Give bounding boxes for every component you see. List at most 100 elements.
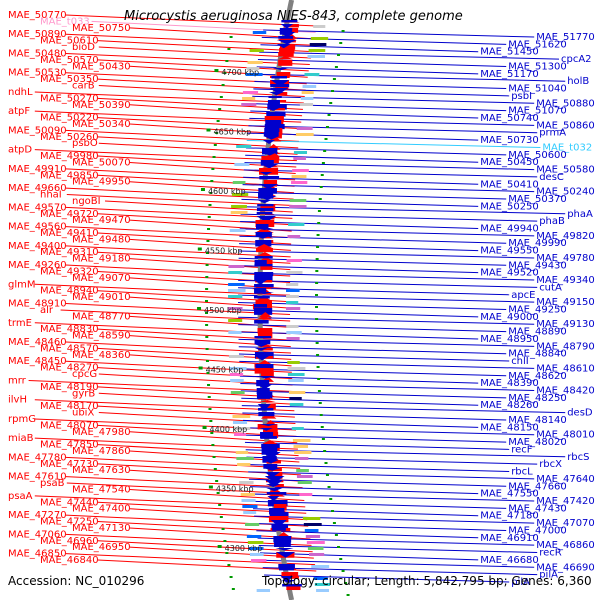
gene-label-left: MAE_47440 — [40, 497, 99, 508]
label-connector — [257, 537, 535, 546]
reverse-gene — [271, 76, 287, 79]
cog-block — [256, 589, 271, 592]
reverse-gene — [258, 408, 274, 411]
tick-mark — [339, 42, 343, 44]
label-connector — [238, 346, 507, 355]
ruler-label: 4700 kbp — [221, 68, 259, 77]
gene-label-left: MAE_46840 — [40, 555, 99, 566]
tick-mark — [344, 582, 348, 584]
gene-label-left: MAE_49470 — [72, 215, 131, 226]
label-connector — [34, 437, 298, 450]
tick-mark — [218, 108, 222, 110]
gene-label-left: MAE_47060 — [8, 529, 67, 540]
gene-label-right: MAE_47420 — [536, 496, 595, 507]
gene-label-left: MAE_49010 — [72, 292, 131, 303]
label-connector — [34, 495, 306, 508]
gene-label-right: MAE_50250 — [480, 201, 539, 212]
reverse-gene — [254, 260, 267, 265]
cog-block — [242, 97, 256, 100]
tick-mark — [334, 534, 338, 536]
cog-block — [228, 307, 243, 310]
cog-block — [248, 547, 264, 550]
label-connector — [240, 220, 479, 229]
gene-label-right: MAE_50880 — [536, 98, 595, 109]
tick-mark — [207, 228, 211, 230]
cog-block — [299, 103, 314, 106]
reverse-gene — [274, 544, 294, 547]
gene-label-left: atpD — [8, 145, 32, 156]
gene-label-left: psaB — [40, 478, 65, 489]
reverse-gene — [258, 412, 275, 417]
tick-mark — [329, 102, 333, 104]
cog-block — [229, 367, 247, 370]
label-connector — [238, 272, 535, 281]
gene-label-right: MAE_46690 — [536, 562, 595, 573]
reverse-gene — [257, 196, 277, 201]
forward-gene — [255, 296, 273, 302]
forward-gene — [258, 400, 276, 403]
tick-mark — [323, 450, 327, 452]
gene-label-right: phaA — [567, 209, 593, 220]
gene-label-left: MAE_49980 — [40, 151, 99, 162]
label-connector — [238, 279, 538, 288]
cog-block — [307, 547, 324, 550]
label-connector — [248, 125, 538, 134]
cog-block — [308, 49, 326, 52]
label-connector — [238, 257, 507, 266]
gene-label-right: MAE_51450 — [480, 47, 539, 58]
label-connector — [246, 456, 538, 465]
cog-block — [291, 175, 307, 178]
cog-block — [306, 541, 325, 544]
gene-label-right: rbcX — [539, 459, 562, 470]
reverse-gene — [256, 208, 274, 212]
reverse-gene — [281, 580, 296, 584]
ruler-label: 4450 kbp — [206, 366, 244, 375]
genome-title: Microcystis aeruginosa NIES-843, complet… — [124, 9, 463, 24]
left-gene-labels: MAE_50770MAE_t033MAE_50750MAE_50890MAE_5… — [8, 10, 131, 566]
tick-mark — [225, 60, 229, 62]
gene-label-right: desC — [539, 172, 564, 183]
gene-label-left: ubiX — [72, 408, 94, 419]
ruler-tick — [197, 307, 202, 310]
label-connector — [34, 110, 302, 123]
gene-label-left: ngoBI — [72, 196, 101, 207]
tick-mark — [223, 72, 227, 74]
reverse-gene — [262, 460, 279, 464]
gene-label-left: MAE_48590 — [72, 331, 131, 342]
gene-label-left: MAE_50340 — [72, 119, 131, 130]
reverse-gene — [280, 576, 294, 583]
gene-label-left: MAE_50750 — [72, 23, 131, 34]
gene-label-right: holB — [567, 76, 589, 87]
reverse-gene — [260, 164, 279, 169]
label-connector — [65, 476, 303, 489]
tick-mark — [327, 486, 331, 488]
gene-label-right: MAE_49150 — [536, 297, 595, 308]
gene-label-right: pilA — [511, 577, 530, 588]
label-connector — [263, 29, 535, 38]
cog-block — [241, 103, 257, 106]
topology-text: Topology: circular; Length: 5,842,795 bp… — [262, 574, 592, 588]
gene-label-left: MAE_49410 — [40, 228, 99, 239]
gene-label-right: MAE_49340 — [536, 275, 595, 286]
label-connector — [256, 66, 479, 75]
gene-label-right: MAE_51040 — [508, 84, 567, 95]
label-connector — [260, 552, 479, 561]
cog-block — [286, 337, 300, 340]
reverse-gene — [270, 80, 290, 87]
cog-block — [286, 331, 302, 334]
reverse-gene — [280, 24, 294, 29]
reverse-gene — [254, 272, 274, 277]
label-connector — [97, 40, 313, 53]
reverse-gene — [264, 476, 285, 483]
reverse-gene — [255, 232, 272, 237]
cog-block — [286, 307, 301, 310]
right-label-connectors — [237, 29, 566, 583]
gene-label-left: MAE_49480 — [72, 234, 131, 245]
tick-mark — [215, 480, 219, 482]
cog-block — [246, 535, 262, 538]
gene-label-left: ndhL — [8, 87, 33, 98]
gene-label-left: alr — [40, 305, 54, 316]
cog-block — [239, 481, 254, 484]
gene-label-left: mrr — [8, 375, 27, 386]
accession-text: Accession: NC_010296 — [8, 574, 145, 588]
